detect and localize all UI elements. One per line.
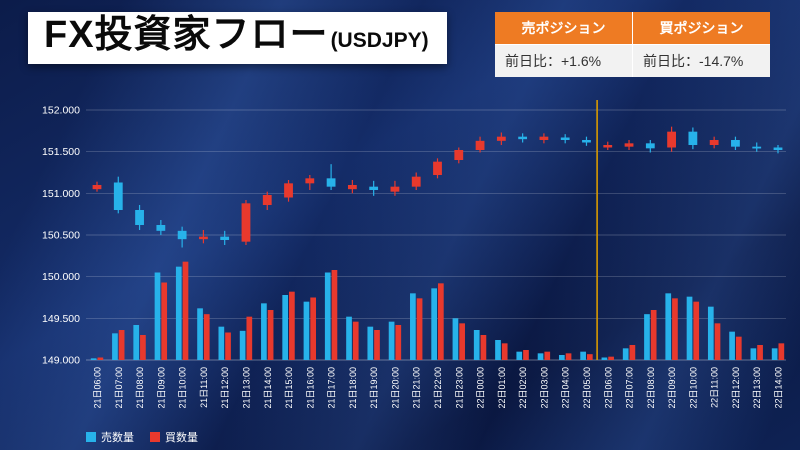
x-axis-tick-label: 21日07:00	[114, 367, 124, 409]
x-axis-tick-label: 21日20:00	[390, 367, 400, 409]
y-axis-tick-label: 151.500	[42, 146, 80, 158]
x-axis-tick-label: 21日19:00	[369, 367, 379, 409]
x-axis-tick-label: 22日03:00	[539, 367, 549, 409]
x-axis-tick-label: 21日14:00	[263, 367, 273, 409]
x-axis-tick-label: 21日12:00	[220, 367, 230, 409]
x-axis-labels: 21日06:00 21日07:00 21日08:00 21日09:00 21日10:00…	[93, 367, 784, 409]
buy-volume-swatch-icon	[150, 432, 160, 442]
x-axis-tick-label: 21日11:00	[199, 367, 209, 408]
y-axis-tick-label: 150.000	[42, 271, 80, 283]
x-axis-tick-label: 21日15:00	[284, 367, 294, 409]
x-axis-tick-label: 21日23:00	[454, 367, 464, 409]
chart-legend: 売数量 買数量	[86, 429, 198, 445]
x-axis-tick-label: 21日22:00	[433, 367, 443, 409]
legend-item-sell: 売数量	[86, 429, 134, 445]
title-sub-text: (USDJPY)	[330, 29, 429, 52]
x-axis-tick-label: 21日16:00	[305, 367, 315, 409]
x-axis-tick-label: 22日00:00	[476, 367, 486, 409]
y-axis-tick-label: 151.000	[42, 188, 80, 200]
x-axis-tick-label: 22日08:00	[646, 367, 656, 409]
x-axis-tick-label: 22日01:00	[497, 367, 507, 409]
x-axis-tick-label: 22日10:00	[688, 367, 698, 409]
x-axis-tick-label: 22日09:00	[667, 367, 677, 409]
position-table: 売ポジション 買ポジション 前日比：+1.6% 前日比：-14.7%	[495, 12, 770, 77]
x-axis-tick-label: 21日09:00	[156, 367, 166, 409]
x-axis-tick-label: 21日18:00	[348, 367, 358, 409]
x-axis-tick-label: 22日12:00	[731, 367, 741, 409]
x-axis-tick-label: 22日05:00	[582, 367, 592, 409]
position-header-cell: 買ポジション	[633, 12, 770, 44]
volume-bars	[90, 261, 785, 360]
y-axis-tick-label: 149.500	[42, 313, 80, 325]
legend-sell-label: 売数量	[101, 432, 134, 444]
x-axis-tick-label: 22日11:00	[710, 367, 720, 408]
x-axis-tick-label: 21日17:00	[327, 367, 337, 409]
x-axis-tick-label: 22日06:00	[603, 367, 613, 409]
sell-volume-swatch-icon	[86, 432, 96, 442]
x-axis-tick-label: 22日13:00	[752, 367, 762, 409]
x-axis-tick-label: 21日21:00	[412, 367, 422, 409]
title-main-text: FX投資家フロー	[44, 14, 329, 56]
x-axis-tick-label: 21日10:00	[178, 367, 188, 409]
y-axis-tick-label: 152.000	[42, 105, 80, 117]
y-axis-tick-label: 150.500	[42, 230, 80, 242]
position-value-cell: 前日比：-14.7%	[633, 45, 770, 77]
position-header-cell: 売ポジション	[495, 12, 632, 44]
price-grid: 149.000 149.500 150.000 150.500 151.000 151.5…	[42, 105, 786, 367]
position-value-cell: 前日比：+1.6%	[495, 45, 632, 77]
fx-flow-chart: 149.000 149.500 150.000 150.500 151.000 151.5…	[42, 100, 786, 409]
y-axis-tick-label: 149.000	[42, 355, 80, 367]
x-axis-tick-label: 22日07:00	[625, 367, 635, 409]
x-axis-tick-label: 21日08:00	[135, 367, 145, 409]
legend-buy-label: 買数量	[165, 432, 198, 444]
x-axis-tick-label: 22日02:00	[518, 367, 528, 409]
x-axis-tick-label: 21日06:00	[93, 367, 103, 409]
candlesticks	[92, 126, 783, 248]
page-title: FX投資家フロー (USDJPY)	[28, 12, 447, 64]
x-axis-tick-label: 22日04:00	[561, 367, 571, 409]
x-axis-tick-label: 21日13:00	[241, 367, 251, 409]
x-axis-tick-label: 22日14:00	[774, 367, 784, 409]
legend-item-buy: 買数量	[150, 429, 198, 445]
